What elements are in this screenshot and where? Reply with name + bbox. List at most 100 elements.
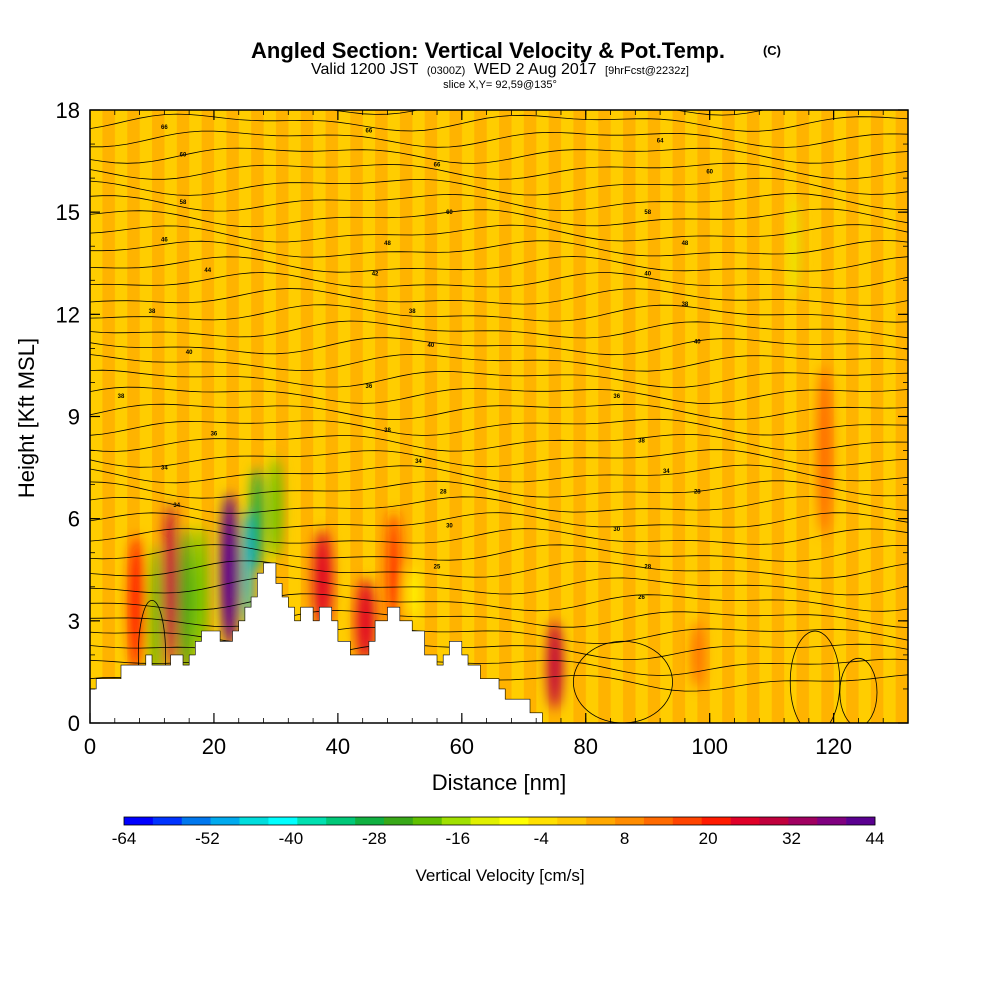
theta-contour-closed xyxy=(572,640,673,723)
theta-contour-label: 28 xyxy=(644,564,651,570)
x-axis-ticks: 0 20 40 60 80 100 120 xyxy=(84,110,852,759)
theta-contour-line xyxy=(90,496,908,514)
theta-contour-labels: 66 66 64 60 66 60 58 60 58 46 48 48 44 42 40 38 38 38 40 40… xyxy=(118,125,714,601)
colorbar-swatch xyxy=(441,817,471,825)
y-tick-label: 9 xyxy=(68,405,80,430)
velocity-stripe xyxy=(585,110,599,723)
theta-contour-line xyxy=(90,544,908,562)
colorbar-tick-label: -28 xyxy=(362,829,387,848)
velocity-stripe xyxy=(870,110,884,723)
velocity-stripe xyxy=(437,110,450,723)
velocity-cell xyxy=(313,528,332,632)
velocity-stripe xyxy=(647,110,661,723)
colorbar-swatch xyxy=(701,817,731,825)
colorbar-swatch xyxy=(412,817,443,825)
theta-contour-label: 40 xyxy=(427,343,434,349)
velocity-stripe xyxy=(499,110,512,723)
y-tick-label: 6 xyxy=(68,507,80,532)
terrain-profile xyxy=(90,562,543,723)
theta-contour-label: 48 xyxy=(682,241,689,247)
colorbar-swatch xyxy=(152,817,183,825)
velocity-stripe xyxy=(598,110,612,723)
velocity-cell xyxy=(251,467,264,570)
theta-contour-label: 38 xyxy=(638,438,645,444)
theta-contour-label: 66 xyxy=(366,128,373,134)
colorbar-tick-label: -64 xyxy=(112,829,137,848)
theta-contour-line xyxy=(90,272,908,289)
theta-contour-label: 36 xyxy=(366,384,373,390)
theta-contour-line xyxy=(90,147,908,164)
colorbar-tick-label: 20 xyxy=(699,829,718,848)
theta-contour-line xyxy=(90,240,908,258)
colorbar-swatch xyxy=(355,817,385,825)
theta-contour-label: 30 xyxy=(446,523,453,529)
chart-title: Angled Section: Vertical Velocity & Pot.… xyxy=(251,38,725,63)
velocity-cell xyxy=(407,568,417,620)
velocity-stripe xyxy=(883,110,897,723)
x-tick-label: 20 xyxy=(202,734,226,759)
colorbar-swatch xyxy=(759,817,789,825)
theta-contour-line xyxy=(90,433,908,452)
colorbar-tick-label: 44 xyxy=(866,829,885,848)
x-tick-label: 80 xyxy=(574,734,598,759)
velocity-cell xyxy=(179,527,193,681)
theta-contour-label: 34 xyxy=(161,466,168,472)
colorbar-tick-label: -16 xyxy=(445,829,470,848)
velocity-cell xyxy=(162,501,179,672)
velocity-stripe xyxy=(846,110,859,723)
velocity-stripe xyxy=(709,110,723,723)
velocity-cell xyxy=(387,510,400,630)
theta-contour-closed xyxy=(789,630,841,723)
theta-contour-line xyxy=(90,593,908,612)
theta-contour-line xyxy=(90,480,908,499)
colorbar-swatch xyxy=(557,817,587,825)
velocity-stripe xyxy=(536,110,550,723)
velocity-cell xyxy=(128,535,145,672)
theta-contour-label: 60 xyxy=(180,152,187,158)
slice-info: slice X,Y= 92,59@135° xyxy=(443,79,557,91)
chart-title-unit: (C) xyxy=(763,43,781,58)
colorbar-tick-label: 8 xyxy=(620,829,629,848)
velocity-stripe xyxy=(622,110,636,723)
velocity-stripe xyxy=(808,110,822,723)
colorbar-swatch xyxy=(268,817,298,825)
theta-contour-label: 60 xyxy=(446,210,453,216)
velocity-stripe xyxy=(337,110,351,723)
colorbar-swatch xyxy=(124,817,154,825)
colorbar-swatch xyxy=(643,817,674,825)
velocity-stripe xyxy=(796,110,810,723)
y-tick-label: 0 xyxy=(68,711,80,736)
velocity-stripe xyxy=(102,110,116,723)
velocity-stripe xyxy=(412,110,426,723)
velocity-cell xyxy=(195,525,208,662)
colorbar-swatch xyxy=(788,817,818,825)
velocity-stripe xyxy=(474,110,488,723)
valid-time-line: Valid 1200 JST (0300Z) WED 2 Aug 2017 [9… xyxy=(311,61,689,78)
theta-contour-label: 58 xyxy=(180,200,187,206)
theta-contour-label: 36 xyxy=(613,394,620,400)
forecast-tag: [9hrFcst@2232z] xyxy=(605,65,689,77)
theta-contour-line xyxy=(90,288,908,306)
velocity-cell xyxy=(243,510,253,630)
velocity-stripe xyxy=(424,110,438,723)
theta-contour-label: 66 xyxy=(434,162,441,168)
colorbar-frame xyxy=(123,816,876,826)
y-tick-label: 12 xyxy=(56,302,80,327)
colorbar-swatch xyxy=(528,817,558,825)
theta-contour-label: 34 xyxy=(173,503,180,509)
velocity-stripe xyxy=(746,110,760,723)
theta-contour-label: 38 xyxy=(149,309,156,315)
theta-contour-label: 36 xyxy=(211,432,218,438)
y-tick-label: 18 xyxy=(56,98,80,123)
theta-contour-line xyxy=(90,512,908,529)
theta-contour-label: 34 xyxy=(663,469,670,475)
theta-contour-label: 38 xyxy=(384,428,391,434)
velocity-stripe xyxy=(511,110,525,723)
theta-contour-label: 48 xyxy=(384,241,391,247)
theta-contour-line xyxy=(90,113,908,132)
theta-contour-line xyxy=(90,528,908,545)
velocity-stripe xyxy=(610,110,624,723)
velocity-stripe xyxy=(684,110,698,723)
theta-contour-line xyxy=(90,208,908,228)
